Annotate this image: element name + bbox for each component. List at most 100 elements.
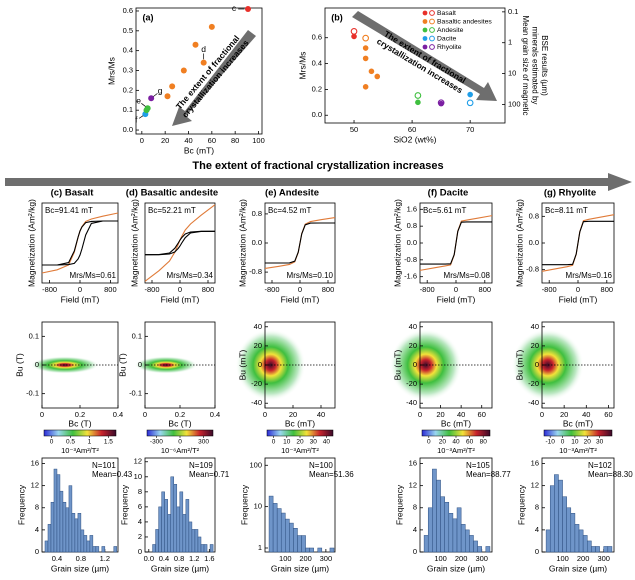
x-tick-label: 40 <box>317 410 325 419</box>
panel-label: (a) <box>143 12 154 22</box>
x-tick-label: 20 <box>289 410 297 419</box>
y-tick-label: 40 <box>254 322 262 331</box>
panel-title: (g) Rhyolite <box>544 188 596 199</box>
bar <box>161 491 165 553</box>
bar <box>167 514 171 553</box>
grain-size-point <box>466 99 474 107</box>
label-pointer <box>153 93 158 97</box>
y-tick-label: 0.5 <box>123 26 133 35</box>
x-tick-label: 0.4 <box>113 410 123 419</box>
bar <box>77 513 82 553</box>
x-tick-label: 0 <box>40 410 44 419</box>
colorbar-tick-label: -300 <box>150 439 163 446</box>
x-tick-label: 0 <box>576 285 580 294</box>
point-label: d <box>201 44 206 54</box>
x-tick-label: 800 <box>479 285 492 294</box>
ratio-label: Mrs/Ms=0.08 <box>444 271 491 280</box>
x-tick-label: 70 <box>466 125 474 134</box>
legend-swatch <box>429 18 435 25</box>
y-tick-label: 0 <box>413 547 417 556</box>
y-tick-label: -20 <box>406 379 417 388</box>
y-axis-label: Mrs/Ms <box>297 52 307 80</box>
bar <box>595 546 600 553</box>
bar <box>456 507 462 553</box>
y-tick-label: 8 <box>413 503 417 512</box>
colorbar-tick-label: 30 <box>596 439 604 446</box>
x-tick-label: 0.4 <box>210 410 220 419</box>
y2-tick-label: 0.1 <box>508 7 518 16</box>
y-axis-label: Frequency <box>394 484 404 525</box>
bar <box>170 476 175 553</box>
x-tick-label: 20 <box>436 410 444 419</box>
bar <box>570 513 576 553</box>
forc-density <box>511 328 584 402</box>
y-tick-label: 0.1 <box>123 105 133 114</box>
point <box>148 95 155 102</box>
bar <box>562 496 567 553</box>
banner-text: The extent of fractional crystallization… <box>192 160 443 172</box>
ratio-label: Mrs/Ms=0.16 <box>566 271 613 280</box>
y-tick-label: 0.1 <box>29 331 39 340</box>
colorbar-tick-label: 20 <box>439 439 447 446</box>
bar <box>113 546 118 553</box>
colorbar-tick-label: 40 <box>452 439 460 446</box>
legend-label: Basaltic andesites <box>437 18 492 25</box>
y-tick-label: -0.1 <box>129 389 142 398</box>
point <box>245 5 251 12</box>
y-tick-label: 8 <box>535 503 539 512</box>
panel-title: (e) Andesite <box>265 188 319 199</box>
panel-title: (d) Basaltic andesite <box>126 188 218 199</box>
y-tick-label: 0.1 <box>132 331 142 340</box>
y-tick-label: 0 <box>535 360 539 369</box>
bar <box>293 528 298 553</box>
colorbar-tick-label: 0 <box>178 439 182 446</box>
x-tick-label: 40 <box>582 410 590 419</box>
bar <box>203 544 208 553</box>
y-tick-label: 0.8 <box>529 211 539 220</box>
y-tick-label: 0 <box>138 360 142 369</box>
x-axis-label: Field (mT) <box>437 294 476 304</box>
hysteresis-curve <box>542 220 614 266</box>
bar <box>272 503 278 553</box>
y-axis-label: Magnetization (Am²/kg) <box>514 199 524 287</box>
mean-label: Mean=51.36 <box>309 470 354 479</box>
y-axis-label: Magnetization (Am²/kg) <box>129 199 139 287</box>
bar <box>47 524 52 553</box>
point <box>169 83 176 90</box>
colorbar-label: 10⁻³Am²/T² <box>559 446 597 455</box>
x-tick-label: 1.2 <box>100 554 110 563</box>
x-tick-label: 0.8 <box>76 554 86 563</box>
bc-label: Bc=5.61 mT <box>423 206 466 215</box>
colorbar-tick-label: 60 <box>466 439 474 446</box>
bar <box>95 546 100 553</box>
n-label: N=105 <box>466 461 490 470</box>
x-tick-label: 300 <box>597 554 610 563</box>
panel-label: (b) <box>331 12 343 22</box>
hysteresis-curve <box>420 221 492 265</box>
y-tick-label: 0.8 <box>252 209 262 218</box>
legend-swatch <box>429 10 435 16</box>
grain-size-point <box>437 99 445 107</box>
bar <box>473 540 478 553</box>
y-tick-label: -20 <box>251 379 262 388</box>
y-tick-label: 0.8 <box>407 221 417 230</box>
bar <box>436 479 441 553</box>
x-tick-label: 100 <box>252 136 265 145</box>
bar <box>554 474 559 553</box>
grain-size-point <box>414 92 422 99</box>
colorbar-tick-label: 1.5 <box>104 439 113 446</box>
bar <box>452 518 458 553</box>
y-tick-label: 0.2 <box>123 85 133 94</box>
legend-swatch <box>429 27 435 33</box>
colorbar-tick-label: 10 <box>571 439 579 446</box>
mean-label: Mean=0.71 <box>189 470 230 479</box>
bar <box>549 485 555 553</box>
bc-label: Bc=52.21 mT <box>148 206 196 215</box>
x-axis-label: Field (mT) <box>161 294 200 304</box>
colorbar-tick-label: 0 <box>50 439 54 446</box>
y-tick-label: 4 <box>138 517 142 526</box>
x-tick-label: 60 <box>604 410 612 419</box>
y-tick-label: 1 <box>258 543 262 552</box>
colorbar <box>266 429 334 437</box>
x-tick-label: 0 <box>298 285 302 294</box>
